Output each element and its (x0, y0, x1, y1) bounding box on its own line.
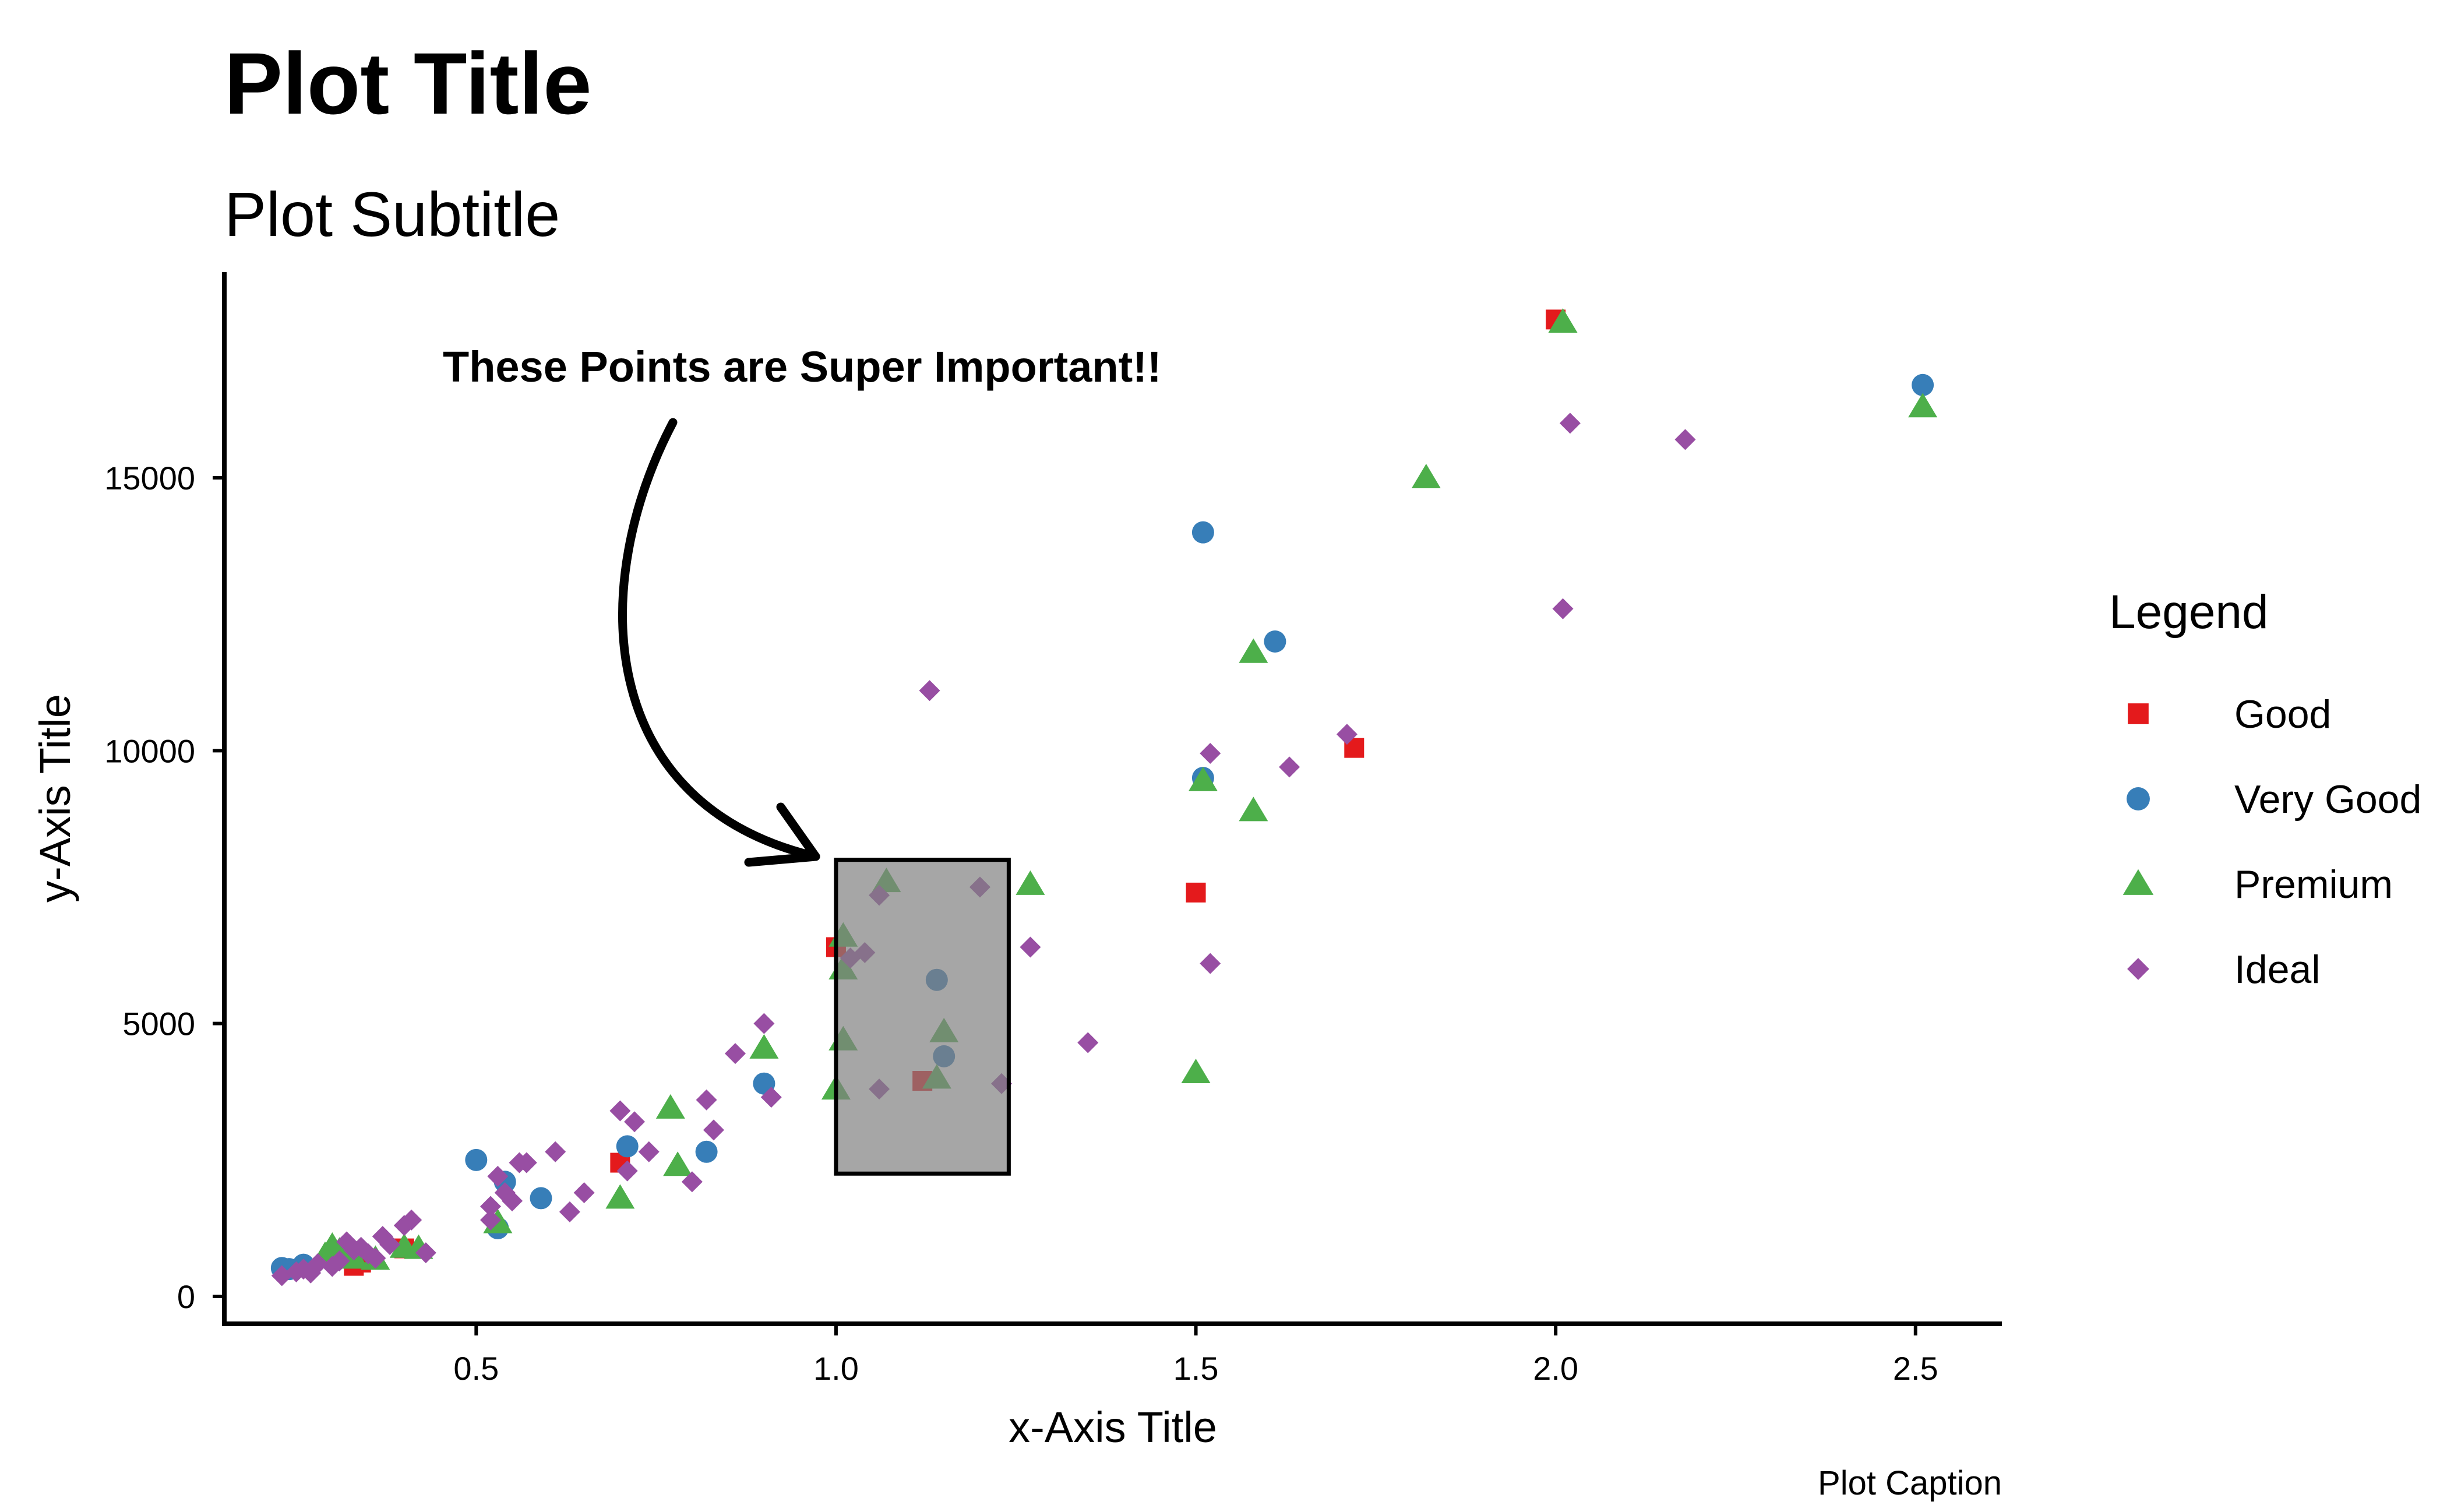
legend-label-very-good: Very Good (2234, 777, 2421, 822)
data-point-ideal (1020, 936, 1041, 958)
data-point-very-good (530, 1187, 552, 1210)
data-point-ideal (638, 1141, 660, 1162)
highlight-box (834, 858, 1011, 1176)
data-point-ideal (1200, 743, 1221, 764)
data-point-ideal (760, 1087, 782, 1108)
data-point-very-good (1912, 373, 1934, 396)
data-point-ideal (329, 1250, 350, 1272)
data-point-ideal (1674, 429, 1696, 450)
data-point-ideal (480, 1196, 502, 1217)
data-point-very-good (1264, 630, 1286, 653)
data-point-premium (1411, 464, 1441, 488)
legend: Good Very Good Premium Ideal (2122, 692, 2421, 992)
data-point-ideal (1200, 953, 1221, 974)
data-point-ideal (609, 1100, 631, 1122)
data-point-ideal (1077, 1032, 1099, 1053)
data-point-ideal (681, 1171, 703, 1193)
data-point-ideal (703, 1119, 724, 1141)
x-tick-label: 1.0 (813, 1350, 859, 1387)
data-point-very-good (695, 1140, 718, 1163)
data-point-premium (1181, 1058, 1211, 1083)
y-tick-label: 15000 (104, 460, 195, 496)
data-point-premium (1239, 638, 1268, 663)
data-point-ideal (480, 1209, 502, 1231)
x-ticks: 0.5 1.0 1.5 2.0 2.5 (453, 1324, 1938, 1387)
data-point-ideal (502, 1190, 523, 1212)
points-layer (270, 308, 1938, 1287)
plot-subtitle: Plot Subtitle (224, 179, 560, 249)
data-point-ideal (696, 1089, 717, 1111)
x-tick-label: 0.5 (453, 1350, 499, 1387)
data-point-premium (663, 1151, 693, 1176)
plot-caption: Plot Caption (1818, 1464, 2002, 1502)
data-point-ideal (379, 1234, 401, 1256)
annotation-arrowhead (744, 802, 820, 867)
legend-label-ideal: Ideal (2234, 947, 2320, 992)
x-tick-label: 2.5 (1893, 1350, 1938, 1387)
data-point-ideal (725, 1043, 746, 1065)
legend-key-very-good (2127, 787, 2150, 810)
legend-label-good: Good (2234, 692, 2331, 736)
data-point-very-good (616, 1135, 639, 1158)
legend-key-good (2128, 703, 2149, 724)
x-tick-label: 1.5 (1173, 1350, 1219, 1387)
annotation-arrow (618, 418, 820, 861)
data-point-ideal (545, 1141, 566, 1162)
data-point-very-good (1191, 521, 1214, 544)
data-point-very-good (465, 1148, 488, 1171)
data-point-ideal (616, 1160, 638, 1182)
legend-label-premium: Premium (2234, 862, 2393, 907)
legend-key-ideal (2127, 958, 2149, 980)
data-point-ideal (401, 1209, 422, 1231)
data-point-ideal (307, 1253, 329, 1274)
data-point-ideal (753, 1013, 775, 1034)
data-point-premium (1908, 393, 1938, 418)
x-axis-title: x-Axis Title (1009, 1403, 1217, 1451)
x-tick-label: 2.0 (1533, 1350, 1578, 1387)
data-point-ideal (271, 1265, 292, 1287)
y-axis-title: y-Axis Title (31, 694, 79, 903)
data-point-ideal (415, 1242, 436, 1264)
plot-title: Plot Title (224, 34, 592, 132)
data-point-premium (1239, 796, 1268, 822)
data-point-ideal (1552, 598, 1574, 619)
data-point-ideal (1559, 413, 1581, 434)
data-point-good (1186, 882, 1206, 903)
data-point-premium (1188, 766, 1218, 791)
annotation-text: These Points are Super Important!! (443, 343, 1162, 391)
data-point-premium (749, 1034, 779, 1059)
data-point-premium (655, 1094, 685, 1119)
data-point-ideal (919, 680, 940, 702)
data-point-ideal (494, 1182, 516, 1204)
data-point-ideal (1336, 724, 1358, 745)
y-ticks: 0 5000 10000 15000 (104, 460, 224, 1315)
y-tick-label: 0 (177, 1278, 195, 1315)
data-point-ideal (487, 1165, 509, 1187)
box-outline-layer (834, 858, 1011, 1176)
data-point-premium (1016, 870, 1045, 895)
data-point-ideal (624, 1111, 646, 1133)
data-point-ideal (1279, 756, 1300, 778)
data-point-premium (325, 1237, 354, 1262)
legend-key-premium (2122, 869, 2154, 895)
data-point-premium (1548, 308, 1578, 333)
data-point-premium (605, 1184, 635, 1209)
y-tick-label: 5000 (122, 1006, 195, 1042)
data-point-ideal (516, 1152, 537, 1173)
data-point-ideal (573, 1182, 595, 1204)
data-point-ideal (559, 1201, 580, 1222)
data-point-ideal (365, 1247, 386, 1269)
legend-title: Legend (2109, 586, 2269, 639)
y-tick-label: 10000 (104, 732, 195, 769)
